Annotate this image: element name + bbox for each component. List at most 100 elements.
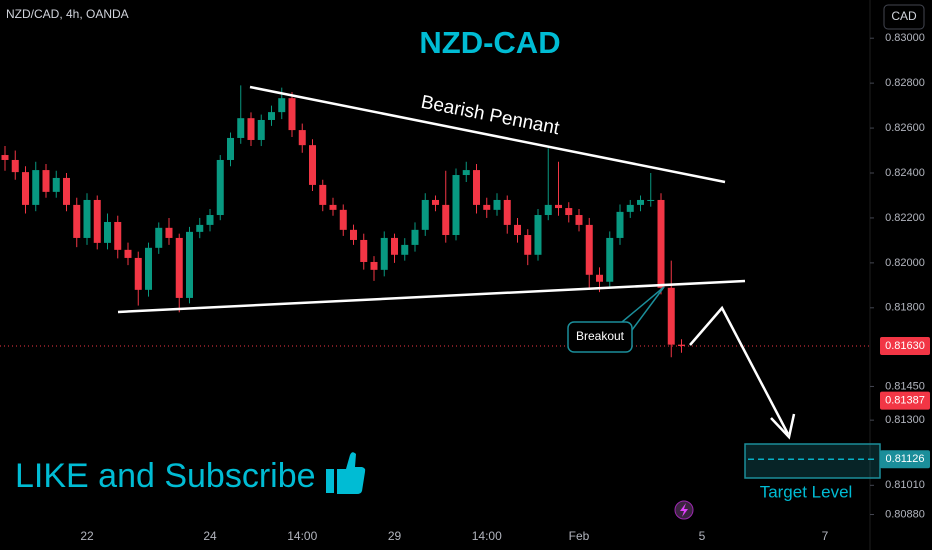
candle-body bbox=[401, 244, 409, 255]
y-tick-label: 0.81450 bbox=[885, 380, 925, 392]
x-tick-label: 5 bbox=[699, 529, 706, 543]
y-tick-label: 0.81800 bbox=[885, 302, 925, 314]
candle-body bbox=[370, 261, 378, 270]
arrow-head bbox=[770, 413, 796, 440]
candle-body bbox=[319, 184, 327, 205]
plot: 0.83000 0.82800 0.82600 0.82400 0.82200 0.820… bbox=[0, 32, 930, 543]
candle-body bbox=[278, 98, 286, 113]
candle-body bbox=[442, 204, 450, 236]
y-tick-label: 0.82400 bbox=[885, 167, 925, 179]
candle-body bbox=[524, 235, 532, 255]
price-label-box bbox=[880, 391, 930, 410]
candle-body bbox=[339, 209, 347, 230]
candle-body bbox=[534, 215, 542, 255]
candle-body bbox=[329, 204, 337, 210]
candle-body bbox=[452, 175, 460, 236]
candle-body bbox=[391, 237, 398, 255]
currency-button[interactable] bbox=[883, 4, 925, 30]
candle-body bbox=[421, 199, 429, 230]
candle-body bbox=[124, 249, 132, 258]
candle-body bbox=[473, 170, 480, 205]
breakout-box bbox=[567, 321, 633, 353]
candle-body bbox=[268, 112, 275, 120]
candle-body bbox=[483, 204, 491, 210]
candle-body bbox=[585, 224, 593, 275]
candle-body bbox=[309, 145, 316, 185]
candle-body bbox=[247, 118, 255, 140]
candle-body bbox=[165, 227, 173, 238]
candle-body bbox=[596, 274, 603, 282]
y-tick-label: 0.83000 bbox=[885, 32, 925, 44]
alert-bolt[interactable] bbox=[680, 503, 688, 517]
y-tick-label: 0.82800 bbox=[885, 77, 925, 89]
candle-body bbox=[227, 137, 234, 160]
candle-body bbox=[175, 237, 183, 298]
candle-body bbox=[637, 199, 644, 205]
price-label: 0.81387 bbox=[885, 395, 925, 407]
price-label: 0.81126 bbox=[886, 453, 925, 465]
y-tick-label: 0.82600 bbox=[885, 122, 925, 134]
target-zone bbox=[744, 443, 881, 479]
candle-body bbox=[186, 231, 193, 298]
candle-body bbox=[52, 177, 60, 192]
x-tick-label: 14:00 bbox=[287, 529, 317, 543]
candle-body bbox=[114, 221, 122, 250]
candle-body bbox=[667, 287, 675, 345]
candle-body bbox=[32, 170, 40, 205]
candle-body bbox=[63, 177, 70, 205]
candle-body bbox=[206, 215, 214, 225]
candle-body bbox=[83, 199, 91, 238]
price-label-box bbox=[880, 337, 930, 356]
candle-body bbox=[678, 344, 685, 347]
y-tick-label: 0.82000 bbox=[885, 257, 925, 269]
currency-label[interactable]: CAD bbox=[891, 9, 917, 23]
candle-body bbox=[462, 170, 470, 176]
chart-title: NZD-CAD bbox=[419, 25, 560, 60]
candle-body bbox=[93, 199, 101, 243]
y-tick-label: 0.82200 bbox=[885, 212, 925, 224]
candle-body bbox=[196, 224, 204, 232]
y-tick-label: 0.81300 bbox=[885, 414, 925, 426]
y-tick-label: 0.81010 bbox=[885, 479, 925, 491]
pennant-upper bbox=[249, 85, 726, 184]
candle-body bbox=[575, 215, 583, 225]
candle-body bbox=[514, 224, 521, 236]
x-tick-label: Feb bbox=[569, 529, 590, 543]
candle-body bbox=[432, 199, 439, 205]
cta-text: LIKE and Subscribe bbox=[15, 457, 316, 495]
candle-body bbox=[544, 204, 552, 216]
price-label-box bbox=[880, 450, 930, 469]
candle-body bbox=[145, 247, 152, 290]
candle-body bbox=[134, 257, 142, 290]
candle-body bbox=[565, 208, 573, 216]
candle-body bbox=[380, 237, 388, 270]
candle-body bbox=[503, 199, 511, 225]
x-tick-label: 22 bbox=[80, 529, 94, 543]
candle-body bbox=[350, 229, 357, 240]
candle-body bbox=[626, 204, 634, 212]
candle-body bbox=[411, 229, 419, 245]
x-tick-label: 29 bbox=[388, 529, 402, 543]
x-tick-label: 24 bbox=[203, 529, 217, 543]
breakout-connector bbox=[631, 286, 665, 331]
candle-body bbox=[555, 204, 562, 209]
candle-body bbox=[606, 237, 614, 282]
price-label: 0.81630 bbox=[885, 340, 925, 352]
x-tick-label: 7 bbox=[822, 529, 829, 543]
candle-body bbox=[493, 199, 501, 210]
symbol-info: NZD/CAD, 4h, OANDA bbox=[6, 7, 129, 21]
breakout-connector bbox=[621, 286, 665, 323]
projection-arrow bbox=[689, 305, 790, 435]
candle-body bbox=[155, 227, 163, 248]
candle-body bbox=[104, 221, 111, 243]
candle-body bbox=[616, 211, 624, 238]
candle-body bbox=[73, 204, 81, 238]
pennant-lower bbox=[117, 279, 746, 314]
candle-body bbox=[42, 170, 50, 192]
candle-body bbox=[216, 159, 224, 216]
candle-body bbox=[657, 199, 665, 288]
candle-body bbox=[288, 98, 296, 131]
